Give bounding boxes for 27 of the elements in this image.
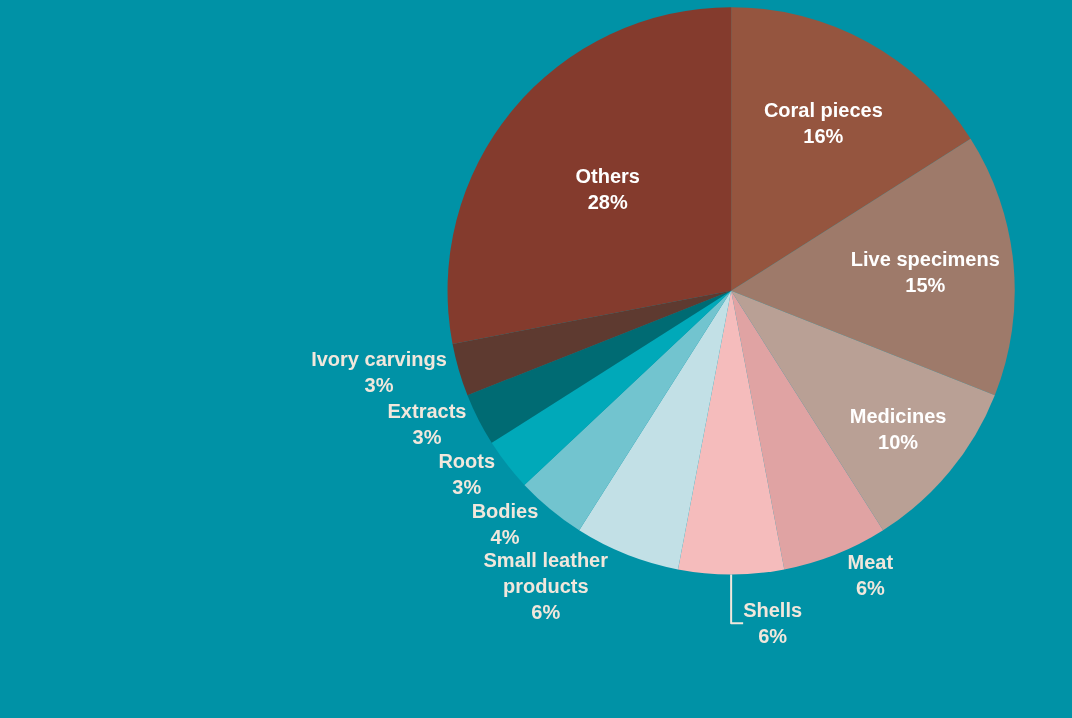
pie-slice (467, 290, 732, 443)
data-label: 3% (412, 426, 442, 449)
slice-label: Bodies (471, 499, 539, 522)
pie-slice (731, 290, 995, 531)
slice-label: Roots (438, 449, 496, 472)
data-label: 10% (878, 430, 919, 453)
data-label: 28% (587, 190, 628, 213)
pie-slice (452, 290, 732, 396)
slice-label: Live specimens (850, 248, 1000, 271)
pie-slice (448, 7, 732, 344)
slice-label: Ivory carvings (311, 347, 447, 370)
pie-slice (678, 290, 785, 575)
slice-label: Medicines (849, 404, 947, 427)
data-label: 6% (531, 601, 561, 624)
data-label: 15% (905, 274, 946, 297)
data-label: 4% (490, 525, 520, 548)
data-label: 6% (855, 577, 885, 600)
slice-label: Shells (743, 599, 803, 622)
data-label: 3% (452, 475, 482, 498)
data-label: 6% (758, 625, 788, 648)
data-label: 3% (364, 373, 394, 396)
data-label: 16% (803, 125, 844, 148)
slice-label: Extracts (387, 400, 467, 423)
slice-label: Others (575, 164, 640, 187)
slice-label: Coral pieces (763, 99, 883, 122)
slice-label: Small leather products (483, 549, 609, 598)
slice-label: Meat (847, 551, 894, 574)
